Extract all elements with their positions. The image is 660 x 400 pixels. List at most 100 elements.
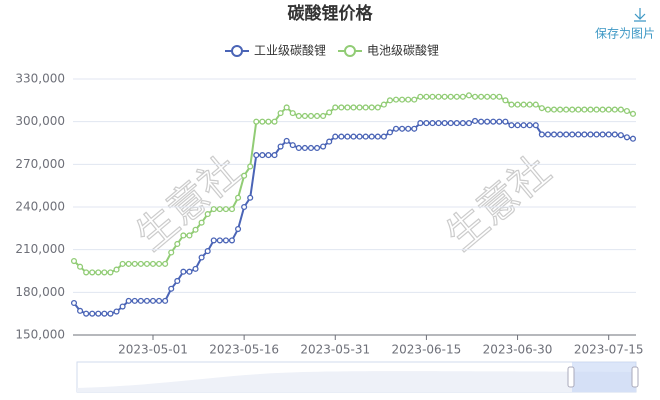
data-point xyxy=(502,97,509,104)
legend-label[interactable]: 工业级碳酸锂 xyxy=(254,43,326,58)
data-point xyxy=(490,118,497,125)
save-label[interactable]: 保存为图片 xyxy=(595,27,655,41)
data-point xyxy=(265,152,272,159)
data-point xyxy=(399,125,406,132)
data-point xyxy=(563,106,570,113)
data-point xyxy=(453,93,460,100)
data-point xyxy=(332,104,339,111)
data-zoom[interactable] xyxy=(76,361,639,393)
data-point xyxy=(484,118,491,125)
data-point xyxy=(137,260,144,267)
data-point xyxy=(204,248,211,255)
data-point xyxy=(149,260,157,267)
data-point xyxy=(235,225,242,233)
data-point xyxy=(344,133,351,140)
y-tick-label: 240,000 xyxy=(15,200,65,214)
data-point xyxy=(386,129,394,136)
data-point xyxy=(210,237,217,244)
zoom-window[interactable] xyxy=(572,362,636,392)
data-point xyxy=(162,297,169,304)
data-point xyxy=(107,269,114,276)
data-point xyxy=(544,131,551,138)
data-point xyxy=(484,93,491,100)
data-point xyxy=(77,307,84,314)
zoom-handle[interactable] xyxy=(631,366,639,388)
save-icon[interactable] xyxy=(634,8,646,22)
zoom-handle[interactable] xyxy=(567,366,575,388)
data-point xyxy=(222,206,229,213)
data-point xyxy=(623,107,630,115)
data-point xyxy=(478,118,485,125)
data-point xyxy=(435,93,442,100)
data-point xyxy=(283,137,290,144)
data-point xyxy=(368,104,375,111)
data-point xyxy=(313,112,321,120)
data-point xyxy=(198,219,205,226)
data-point xyxy=(307,144,315,152)
data-point xyxy=(611,131,618,138)
save-button[interactable]: 保存为图片 xyxy=(595,8,655,41)
data-point xyxy=(441,93,448,100)
data-point xyxy=(247,163,254,170)
data-point xyxy=(544,106,551,113)
data-point xyxy=(131,297,138,304)
data-point xyxy=(459,120,466,127)
data-point xyxy=(295,112,302,120)
data-point xyxy=(447,93,454,100)
data-point xyxy=(332,133,339,140)
data-point xyxy=(113,266,120,273)
data-point xyxy=(599,131,606,138)
data-point xyxy=(514,122,521,129)
data-point xyxy=(508,122,515,129)
y-tick-label: 210,000 xyxy=(15,242,65,256)
data-point xyxy=(338,104,345,111)
data-point xyxy=(253,118,260,125)
legend-label[interactable]: 电池级碳酸锂 xyxy=(367,43,439,58)
data-point xyxy=(417,120,424,127)
data-point xyxy=(575,106,582,113)
data-point xyxy=(143,297,150,304)
data-point xyxy=(526,122,533,129)
data-point xyxy=(113,308,120,315)
data-point xyxy=(156,297,163,304)
data-point xyxy=(70,299,78,307)
data-point xyxy=(569,131,576,138)
data-point xyxy=(496,93,503,100)
data-point xyxy=(526,101,533,108)
chart-title: 碳酸锂价格 xyxy=(288,3,374,24)
data-point xyxy=(405,125,412,132)
x-tick-label: 2023-06-30 xyxy=(483,343,553,357)
data-point xyxy=(502,118,509,125)
data-point xyxy=(186,232,193,239)
data-point xyxy=(563,131,570,138)
legend-marker[interactable] xyxy=(344,45,356,57)
data-point xyxy=(471,93,479,100)
data-point xyxy=(605,106,612,113)
data-point xyxy=(629,135,637,142)
data-point xyxy=(156,260,163,267)
data-point xyxy=(405,96,412,103)
data-point xyxy=(119,303,126,310)
data-point xyxy=(222,237,229,244)
legend-marker[interactable] xyxy=(231,45,243,57)
data-point xyxy=(374,133,381,140)
data-point xyxy=(380,133,387,140)
data-point xyxy=(581,106,588,113)
data-point xyxy=(362,133,369,140)
data-point xyxy=(399,96,406,103)
data-point xyxy=(168,285,175,292)
data-point xyxy=(241,172,248,179)
data-point xyxy=(557,131,564,138)
data-point xyxy=(259,118,266,125)
x-tick-label: 2023-05-01 xyxy=(118,343,188,357)
data-point xyxy=(611,106,618,113)
data-point xyxy=(83,269,90,276)
data-point xyxy=(83,310,90,317)
y-tick-label: 270,000 xyxy=(15,157,65,171)
data-point xyxy=(423,120,430,127)
data-point xyxy=(89,269,96,276)
data-point xyxy=(95,310,102,317)
data-point xyxy=(587,131,594,138)
data-point xyxy=(411,96,418,103)
data-point xyxy=(307,112,315,120)
